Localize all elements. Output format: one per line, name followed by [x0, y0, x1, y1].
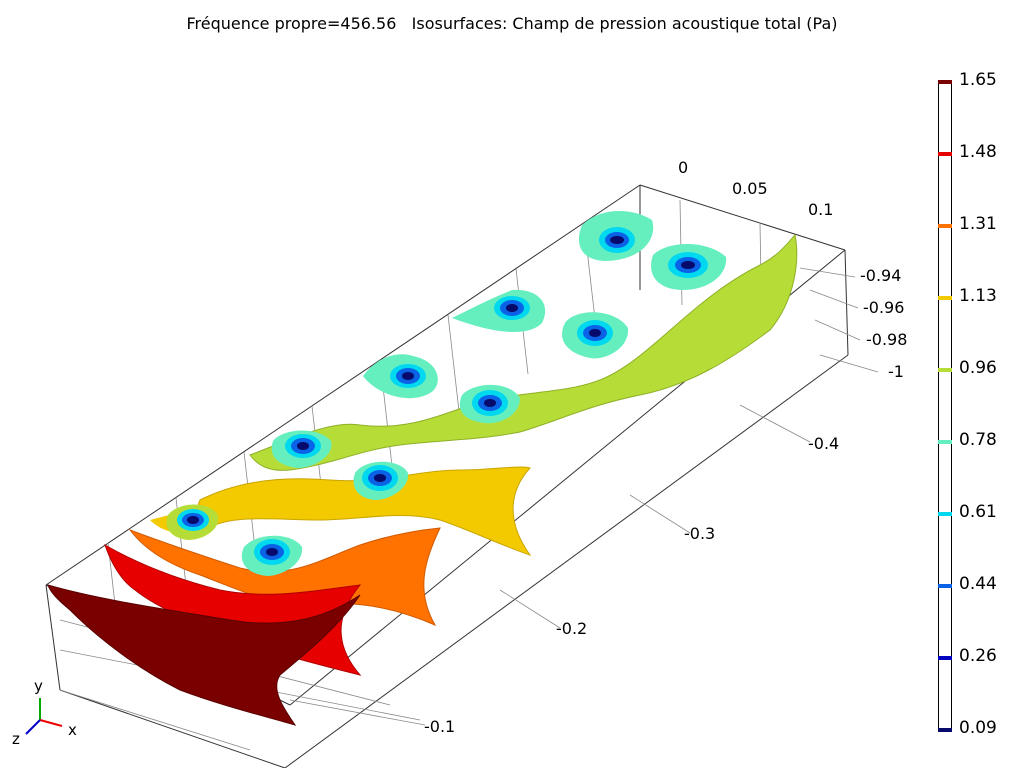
legend-label-7: 0.44: [959, 574, 997, 594]
legend-label-1: 1.48: [959, 142, 997, 162]
legend-label-8: 0.26: [959, 646, 997, 666]
vortex-node-5: [363, 354, 438, 399]
triad-x-label: x: [68, 721, 77, 739]
vortex-node-7: [271, 430, 332, 468]
legend-mark-3: [938, 296, 952, 300]
vortex-node-3: [452, 289, 546, 333]
depth-tick-0: -0.4: [808, 434, 840, 453]
right-tick-0: -0.94: [860, 266, 902, 285]
legend-mark-1: [938, 152, 952, 156]
legend-label-6: 0.61: [959, 502, 997, 522]
legend-label-9: 0.09: [959, 718, 997, 738]
right-tick-3: -1: [888, 362, 904, 381]
triad-y-label: y: [34, 677, 43, 695]
top-tick-2: 0.1: [808, 200, 834, 219]
right-tick-2: -0.98: [866, 330, 908, 349]
vortex-node-9: [166, 504, 219, 540]
top-tick-0: 0: [678, 158, 689, 177]
legend-mark-7: [938, 584, 952, 588]
vortex-nodes: [166, 210, 727, 576]
axis-triad: [25, 698, 63, 735]
triad-z-label: z: [12, 730, 20, 748]
legend-mark-4: [938, 368, 952, 372]
depth-tick-3: -0.1: [424, 717, 456, 736]
depth-tick-1: -0.3: [684, 524, 716, 543]
right-tick-1: -0.96: [863, 298, 905, 317]
vortex-node-10: [241, 535, 303, 576]
isosurface-dark-red: [47, 584, 361, 726]
plot-title: Fréquence propre=456.56 Isosurfaces: Cha…: [186, 14, 838, 33]
vortex-node-8: [353, 461, 409, 500]
color-legend-bar: [938, 80, 952, 732]
legend-mark-9: [938, 728, 952, 732]
legend-mark-2: [938, 224, 952, 228]
legend-mark-0: [938, 80, 952, 84]
legend-mark-6: [938, 512, 952, 516]
depth-tick-2: -0.2: [556, 619, 588, 638]
vortex-node-6: [459, 384, 520, 424]
vortex-node-2: [651, 243, 727, 290]
legend-label-3: 1.13: [959, 286, 997, 306]
legend-label-5: 0.78: [959, 430, 997, 450]
vortex-node-1: [578, 210, 654, 261]
legend-label-2: 1.31: [959, 214, 997, 234]
top-tick-1: 0.05: [732, 179, 768, 198]
legend-label-4: 0.96: [959, 358, 997, 378]
legend-mark-5: [938, 440, 952, 444]
vortex-node-4: [562, 312, 629, 359]
legend-label-0: 1.65: [959, 70, 997, 90]
legend-mark-8: [938, 656, 952, 660]
